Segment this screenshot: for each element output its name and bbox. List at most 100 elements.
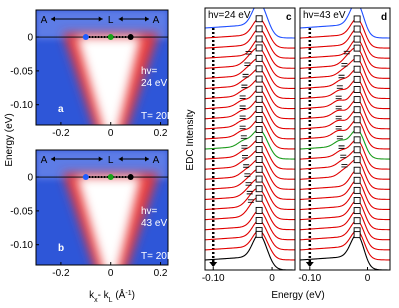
peak-marker — [255, 206, 263, 214]
edc-curve — [205, 197, 295, 231]
edc-curve — [300, 68, 390, 100]
peak-marker — [255, 175, 263, 183]
y-tick-label: -0.05 — [10, 206, 33, 217]
panel-letter: b — [58, 243, 64, 254]
peak-marker — [353, 136, 361, 144]
x-tick-label: 0 — [269, 273, 275, 284]
edc-curve — [205, 168, 295, 200]
edc-curve — [300, 169, 390, 200]
x-tick-label: 0 — [108, 268, 114, 279]
shoulder-marker — [343, 50, 350, 55]
k-dot — [127, 34, 134, 41]
peak-marker — [255, 54, 263, 62]
map-frame — [35, 149, 169, 266]
k-dot — [127, 174, 134, 181]
point-label: A — [41, 15, 48, 26]
edc-curve — [300, 220, 390, 251]
y-axis-label: Energy (eV) — [4, 113, 15, 166]
panel-title: hv=43 eV — [303, 10, 346, 21]
edc-curve — [205, 209, 295, 241]
map-white-v — [76, 177, 141, 265]
edc-curve — [300, 158, 390, 190]
edc-curve — [300, 234, 390, 270]
panel-frame — [299, 7, 391, 271]
panel-letter: d — [381, 12, 387, 23]
peak-marker — [353, 65, 361, 73]
x-tick-label: -0.2 — [52, 128, 70, 139]
point-label: A — [153, 155, 160, 166]
shoulder-marker — [245, 51, 252, 55]
peak-marker — [255, 35, 263, 43]
shoulder-marker — [335, 95, 342, 100]
shoulder-marker — [338, 145, 345, 149]
peak-marker — [255, 136, 263, 144]
edc-curve — [205, 78, 295, 110]
edc-curve — [205, 128, 295, 160]
edc-curve — [300, 88, 390, 120]
peak-marker — [255, 185, 263, 193]
peak-marker — [353, 156, 361, 164]
shoulder-marker — [241, 145, 248, 149]
shoulder-marker — [240, 135, 247, 139]
spectral-map — [36, 150, 168, 265]
temperature: T= 20K — [141, 251, 174, 262]
k-dot — [82, 34, 89, 41]
shoulder-marker — [335, 125, 342, 130]
edc-curve — [300, 129, 390, 160]
x-tick-label: 0 — [108, 128, 114, 139]
shoulder-marker — [340, 154, 347, 159]
shoulder-marker — [242, 154, 248, 159]
peak-marker — [353, 197, 361, 204]
edc-curve — [300, 38, 390, 69]
edc-curve — [300, 119, 390, 150]
shoulder-marker — [242, 73, 249, 78]
edc-curve — [300, 179, 390, 211]
edc-curve — [300, 28, 390, 59]
photon-energy: 24 eV — [141, 78, 167, 89]
edc-curve — [205, 38, 295, 69]
peak-marker — [255, 95, 263, 103]
photon-energy: hv= — [141, 206, 158, 217]
peak-marker — [255, 15, 263, 23]
edc-curve — [205, 108, 295, 140]
peak-marker — [353, 146, 361, 154]
edc-curve — [205, 230, 295, 261]
edc-stack — [300, 8, 390, 270]
x-tick-label: -0.10 — [298, 273, 321, 284]
peak-marker — [353, 176, 361, 184]
peak-marker — [353, 55, 361, 63]
label-part: (Å — [113, 288, 126, 301]
peak-marker — [255, 194, 263, 202]
peak-marker — [353, 186, 361, 194]
peak-marker — [255, 230, 263, 238]
peak-marker — [255, 25, 263, 33]
point-label: A — [41, 155, 48, 166]
label-part: -1 — [125, 290, 131, 297]
edc-curve — [300, 99, 390, 130]
shoulder-marker — [239, 105, 246, 109]
map-white-v — [76, 37, 141, 125]
peak-marker — [353, 166, 361, 174]
shoulder-marker — [239, 95, 246, 99]
edc-curve — [205, 8, 295, 39]
edc-curve — [300, 139, 390, 170]
edc-curve — [205, 68, 295, 100]
k-dot — [107, 34, 114, 41]
edc-curve — [205, 28, 295, 59]
peak-marker — [353, 126, 361, 134]
edc-curve — [205, 187, 295, 221]
peak-marker — [255, 126, 263, 133]
shoulder-marker — [336, 135, 343, 140]
arrow-head — [209, 262, 218, 267]
peak-marker — [255, 105, 263, 113]
panel-letter: a — [58, 104, 64, 115]
edc-curve — [300, 18, 390, 49]
spectral-map — [36, 10, 168, 125]
shoulder-marker — [336, 85, 343, 89]
peak-marker — [255, 44, 263, 52]
peak-marker — [255, 85, 263, 93]
shoulder-marker — [244, 173, 251, 177]
edc-curve — [300, 8, 390, 39]
edc-curve — [205, 88, 295, 120]
